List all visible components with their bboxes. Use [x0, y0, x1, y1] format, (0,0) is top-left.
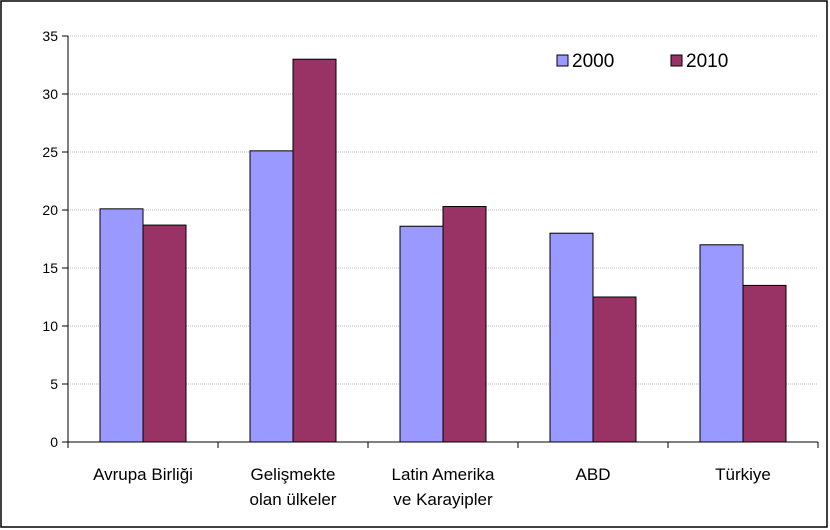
x-category-label: Latin Amerika	[392, 465, 496, 484]
bar-2010	[742, 284, 787, 443]
x-category-label: Türkiye	[715, 465, 771, 484]
x-category-label: ve Karayipler	[393, 490, 493, 509]
x-category-label: olan ülkeler	[250, 490, 337, 509]
bar-2000	[99, 208, 144, 443]
x-category-label: ABD	[576, 465, 611, 484]
legend-swatch-2000	[556, 54, 569, 67]
bar-2000	[249, 150, 294, 443]
bar-2000	[699, 244, 744, 443]
y-tick-label: 0	[50, 434, 58, 450]
bar-2010	[142, 224, 187, 443]
legend-swatch-2010	[670, 54, 683, 67]
y-tick-label: 25	[42, 144, 58, 160]
x-category-label: Avrupa Birliği	[93, 465, 193, 484]
y-tick-labels: 0 5 10 15 20 25 30 35	[42, 28, 58, 450]
x-category-label: Gelişmekte	[250, 465, 335, 484]
y-tick-label: 10	[42, 318, 58, 334]
legend: 2000 2010	[556, 51, 728, 72]
bar-2000	[399, 225, 444, 443]
bar-2010	[292, 58, 337, 443]
y-tick-label: 35	[42, 28, 58, 44]
bars	[99, 58, 787, 443]
y-tick-label: 20	[42, 202, 58, 218]
x-category-labels: Avrupa Birliği Gelişmekte olan ülkeler Lati…	[93, 465, 771, 509]
legend-label-2010: 2010	[686, 51, 728, 72]
bar-2010	[592, 296, 637, 443]
bar-2000	[549, 232, 594, 443]
bar-2010	[442, 206, 487, 443]
gridlines	[68, 35, 818, 385]
legend-label-2000: 2000	[572, 51, 614, 72]
axes	[62, 35, 819, 448]
y-tick-label: 30	[42, 86, 58, 102]
y-tick-label: 15	[42, 260, 58, 276]
y-tick-label: 5	[50, 376, 58, 392]
